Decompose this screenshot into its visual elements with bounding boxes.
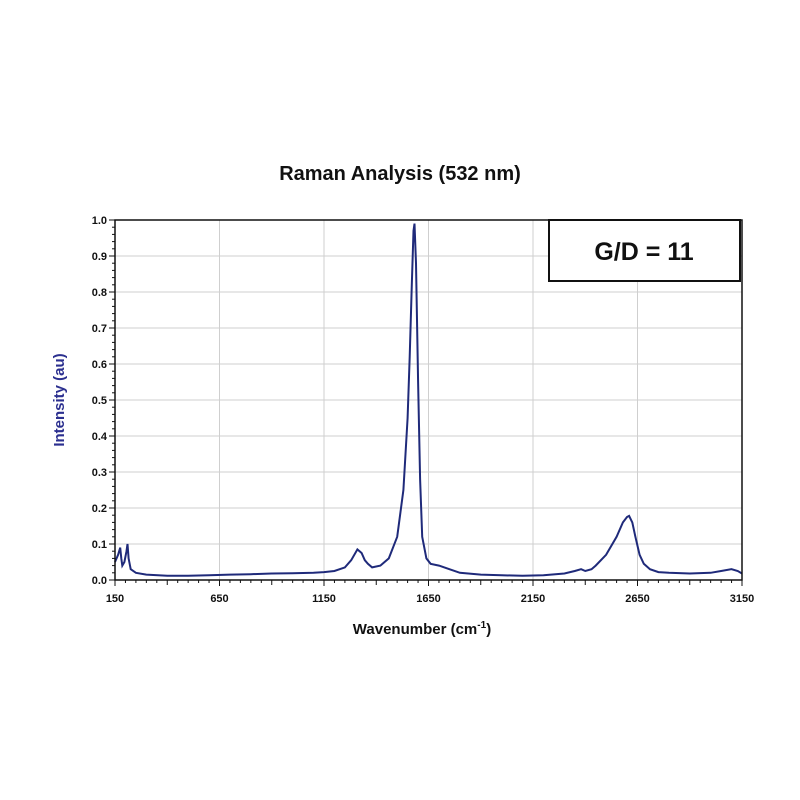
x-tick-label: 2150 [521, 593, 545, 605]
x-tick-label: 3150 [730, 593, 754, 605]
y-axis-title: Intensity (au) [51, 353, 68, 446]
x-tick-label: 1150 [312, 593, 336, 605]
y-tick-label: 0.7 [92, 323, 107, 335]
plot-frame [114, 219, 743, 581]
ratio-annotation-box: G/D = 11 [548, 219, 741, 282]
y-tick-label: 0.0 [92, 575, 107, 587]
y-tick-label: 0.4 [92, 431, 108, 443]
y-tick-label: 0.9 [92, 251, 107, 263]
x-tick-label: 1650 [416, 593, 440, 605]
x-tick-labels: 150 650 1150 1650 2150 2650 3150 [106, 593, 754, 605]
raman-spectrum-line [114, 223, 743, 577]
ratio-annotation: G/D = 11 [594, 238, 693, 266]
y-tick-label: 0.5 [92, 395, 107, 407]
grid [114, 219, 743, 581]
x-tick-label: 650 [210, 593, 228, 605]
y-tick-label: 0.8 [92, 287, 107, 299]
y-tick-label: 0.2 [92, 503, 107, 515]
y-tick-label: 0.6 [92, 359, 107, 371]
y-tick-labels: 0.0 0.1 0.2 0.3 0.4 0.5 0.6 0.7 0.8 0.9 1.0 [92, 215, 108, 587]
x-tick-label: 2650 [625, 593, 649, 605]
x-axis-title: Wavenumber (cm-1) [353, 620, 491, 638]
chart-title: Raman Analysis (532 nm) [279, 163, 521, 185]
y-tick-label: 0.1 [92, 539, 107, 551]
y-tick-label: 0.3 [92, 467, 107, 479]
x-tick-label: 150 [106, 593, 124, 605]
y-tick-label: 1.0 [92, 215, 107, 227]
